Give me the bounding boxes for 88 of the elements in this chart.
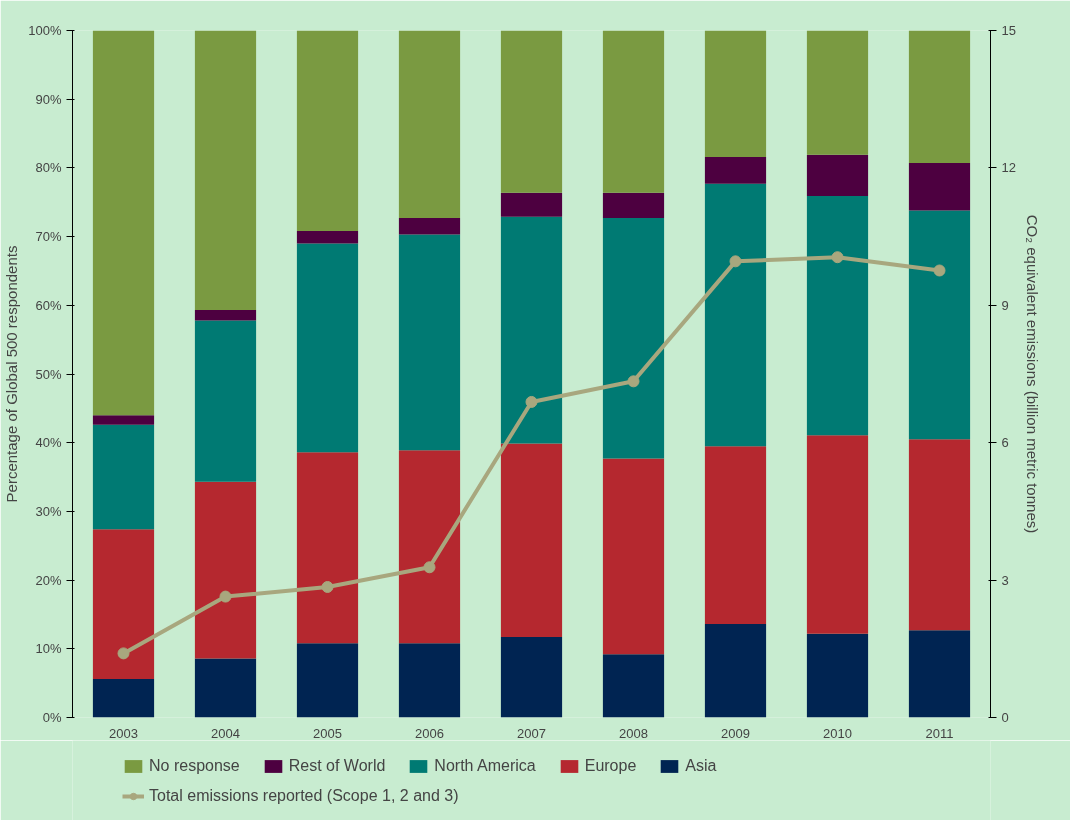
x-tick-label: 2010 bbox=[823, 725, 852, 741]
y-tick-label: 50% bbox=[35, 366, 62, 382]
bar bbox=[500, 637, 563, 718]
y-tick-label: 0% bbox=[42, 710, 62, 725]
legend-label: No response bbox=[149, 757, 240, 775]
bar bbox=[194, 320, 257, 482]
point bbox=[831, 251, 844, 264]
y-tick-label: 70% bbox=[35, 229, 62, 245]
y2-tick-label: 12 bbox=[1001, 160, 1016, 176]
bar bbox=[806, 633, 869, 718]
point bbox=[627, 375, 640, 388]
point bbox=[525, 395, 538, 408]
y-tick-label: 20% bbox=[35, 572, 62, 588]
point bbox=[933, 264, 946, 277]
bar bbox=[398, 234, 461, 451]
bar bbox=[92, 30, 155, 416]
bar bbox=[296, 30, 359, 232]
y-tick-label: 40% bbox=[35, 435, 62, 451]
bar bbox=[704, 624, 767, 718]
legend-label: Europe bbox=[584, 757, 637, 775]
y-axis-title: Percentage of Global 500 respondents bbox=[3, 245, 21, 503]
y2-tick-label: 9 bbox=[1001, 297, 1009, 313]
bar bbox=[908, 163, 971, 211]
y-tick-label: 80% bbox=[35, 160, 62, 176]
bar bbox=[806, 154, 869, 197]
bar bbox=[908, 439, 971, 631]
y2-tick-label: 0 bbox=[1001, 710, 1009, 725]
y-tick-label: 90% bbox=[35, 91, 62, 107]
bar bbox=[602, 218, 665, 459]
bar bbox=[194, 481, 257, 659]
bar bbox=[92, 424, 155, 530]
point bbox=[321, 580, 334, 593]
bar bbox=[602, 192, 665, 219]
bar bbox=[398, 30, 461, 219]
bar bbox=[92, 529, 155, 680]
point bbox=[117, 647, 130, 660]
bar bbox=[908, 30, 971, 164]
bar bbox=[194, 658, 257, 718]
bar bbox=[500, 216, 563, 444]
bar bbox=[602, 458, 665, 655]
legend-label: Rest of World bbox=[288, 757, 386, 775]
bar bbox=[908, 210, 971, 440]
bar bbox=[500, 192, 563, 217]
x-tick-label: 2007 bbox=[517, 725, 546, 741]
bar bbox=[500, 443, 563, 638]
point bbox=[423, 561, 436, 574]
y2-tick-label: 3 bbox=[1001, 572, 1009, 588]
x-tick-label: 2003 bbox=[109, 725, 138, 741]
bar bbox=[704, 446, 767, 625]
point bbox=[219, 590, 232, 603]
bar bbox=[704, 183, 767, 447]
x-tick-label: 2009 bbox=[721, 725, 750, 741]
bar bbox=[296, 243, 359, 453]
bar bbox=[806, 30, 869, 155]
x-tick-label: 2004 bbox=[211, 725, 240, 741]
bar bbox=[602, 30, 665, 193]
y-tick-label: 60% bbox=[35, 297, 62, 313]
bar bbox=[194, 30, 257, 311]
bar bbox=[398, 643, 461, 718]
bar bbox=[908, 630, 971, 718]
x-tick-label: 2005 bbox=[313, 725, 342, 741]
bar bbox=[296, 231, 359, 244]
y2-tick-label: 15 bbox=[1001, 23, 1016, 38]
bar bbox=[806, 435, 869, 634]
legend-label: North America bbox=[434, 757, 536, 775]
y-tick-label: 10% bbox=[35, 641, 62, 657]
bar bbox=[92, 415, 155, 425]
bar bbox=[92, 679, 155, 718]
legend-label: Asia bbox=[685, 757, 717, 775]
x-tick-label: 2011 bbox=[925, 725, 954, 741]
bar bbox=[398, 450, 461, 644]
bar bbox=[806, 196, 869, 436]
y-tick-label: 100% bbox=[28, 23, 62, 38]
bar bbox=[500, 30, 563, 193]
point bbox=[729, 255, 742, 268]
bar bbox=[704, 156, 767, 184]
y2-tick-label: 6 bbox=[1001, 435, 1009, 451]
x-tick-label: 2008 bbox=[619, 725, 648, 741]
bar bbox=[602, 654, 665, 718]
legend-label: Total emissions reported (Scope 1, 2 and 3) bbox=[149, 787, 459, 805]
y2-axis-title: CO₂ equivalent emissions (billion metric tonnes) bbox=[1023, 214, 1041, 534]
bar bbox=[296, 452, 359, 644]
bar bbox=[194, 310, 257, 321]
bar bbox=[296, 643, 359, 718]
x-tick-label: 2006 bbox=[415, 725, 444, 741]
bar bbox=[704, 30, 767, 157]
bar bbox=[398, 218, 461, 235]
y-tick-label: 30% bbox=[35, 503, 62, 519]
